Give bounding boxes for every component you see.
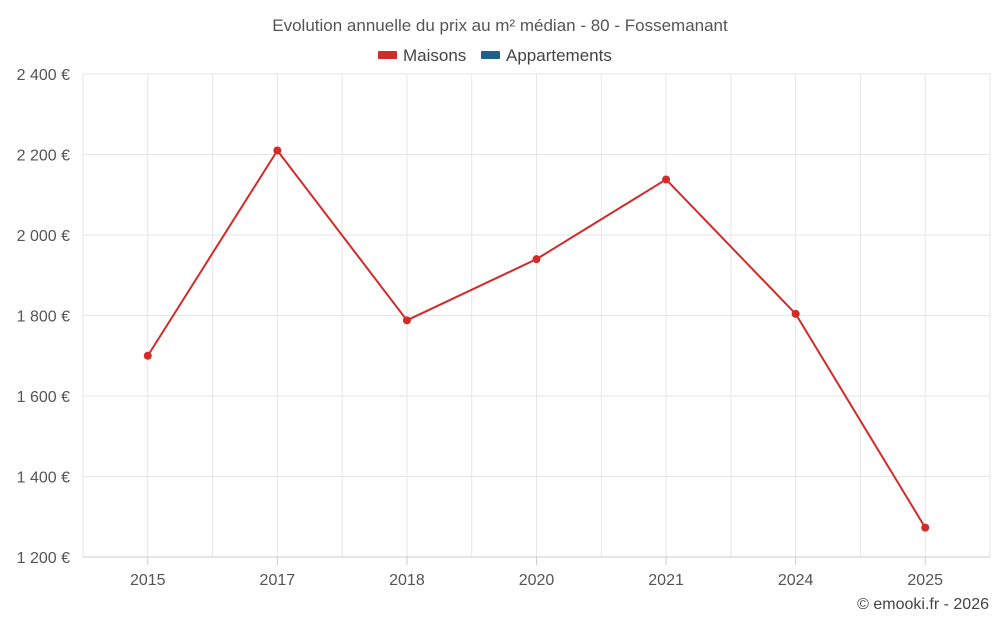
- x-tick-label: 2020: [519, 572, 555, 589]
- legend-label-appartements: Appartements: [506, 46, 612, 65]
- legend-item-appartements[interactable]: Appartements: [481, 46, 612, 65]
- x-axis: 2015 2017 2018 2020 2021 2024 2025: [83, 556, 990, 589]
- legend: Maisons Appartements: [378, 46, 612, 65]
- y-tick-label: 2 400 €: [17, 67, 70, 84]
- y-tick-label: 1 200 €: [17, 550, 70, 567]
- y-tick-label: 1 400 €: [17, 470, 70, 487]
- legend-swatch-maisons: [378, 51, 397, 59]
- legend-label-maisons: Maisons: [403, 46, 466, 65]
- legend-item-maisons[interactable]: Maisons: [378, 46, 466, 65]
- plot-area: [143, 146, 930, 532]
- x-tick-label: 2021: [648, 572, 684, 589]
- y-tick-label: 2 000 €: [17, 228, 70, 245]
- data-point-maisons[interactable]: [921, 523, 930, 532]
- y-tick-label: 1 800 €: [17, 309, 70, 326]
- y-axis: 1 200 € 1 400 € 1 600 € 1 800 € 2 000 € 2 200…: [17, 67, 70, 567]
- grid: [82, 73, 991, 557]
- data-point-maisons[interactable]: [402, 316, 411, 325]
- data-point-maisons[interactable]: [662, 175, 671, 184]
- x-tick-label: 2018: [389, 572, 425, 589]
- x-tick-label: 2015: [130, 572, 166, 589]
- data-point-maisons[interactable]: [143, 351, 152, 360]
- x-tick-label: 2025: [907, 572, 943, 589]
- legend-swatch-appartements: [481, 51, 500, 59]
- y-tick-label: 1 600 €: [17, 389, 70, 406]
- data-point-maisons[interactable]: [532, 255, 541, 264]
- data-point-maisons[interactable]: [273, 146, 282, 155]
- y-tick-label: 2 200 €: [17, 148, 70, 165]
- data-point-maisons[interactable]: [791, 309, 800, 318]
- credit-text: © emooki.fr - 2026: [857, 596, 989, 613]
- x-tick-label: 2024: [778, 572, 814, 589]
- x-tick-label: 2017: [260, 572, 296, 589]
- chart-title: Evolution annuelle du prix au m² médian …: [272, 16, 728, 35]
